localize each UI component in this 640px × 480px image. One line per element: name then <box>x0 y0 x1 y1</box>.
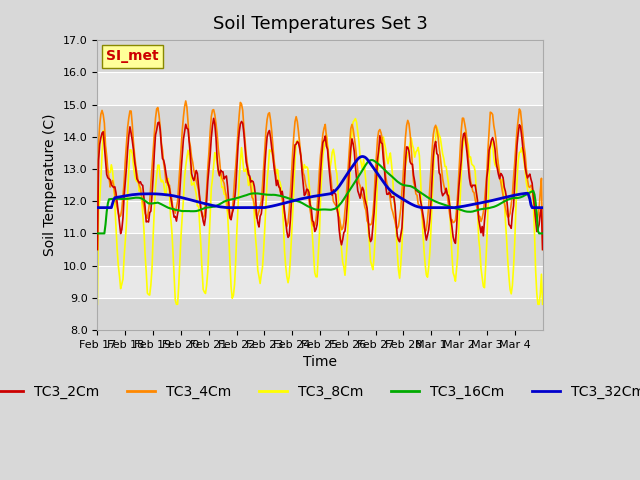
Bar <box>97 201 543 233</box>
Legend: TC3_2Cm, TC3_4Cm, TC3_8Cm, TC3_16Cm, TC3_32Cm: TC3_2Cm, TC3_4Cm, TC3_8Cm, TC3_16Cm, TC3… <box>0 379 640 404</box>
Bar <box>97 298 543 330</box>
Y-axis label: Soil Temperature (C): Soil Temperature (C) <box>44 114 58 256</box>
Bar <box>97 105 543 137</box>
Title: Soil Temperatures Set 3: Soil Temperatures Set 3 <box>212 15 428 33</box>
Bar <box>97 137 543 169</box>
Bar <box>97 233 543 265</box>
Bar <box>97 169 543 201</box>
Bar <box>97 72 543 105</box>
Bar <box>97 40 543 72</box>
X-axis label: Time: Time <box>303 355 337 369</box>
Text: SI_met: SI_met <box>106 49 159 63</box>
Bar <box>97 265 543 298</box>
